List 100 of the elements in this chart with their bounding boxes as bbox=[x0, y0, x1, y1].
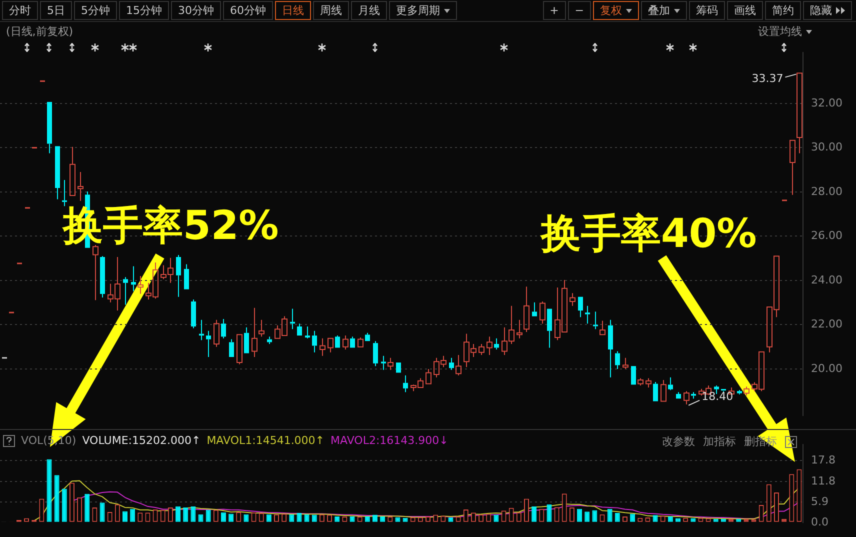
y-tick-label: 32.00 bbox=[811, 96, 842, 110]
text: VOLUME:15202.000↑ bbox=[82, 434, 201, 447]
annotation: 加指标 bbox=[703, 434, 736, 449]
candlestick bbox=[532, 302, 537, 316]
bar bbox=[100, 502, 105, 522]
candlestick bbox=[206, 330, 211, 358]
candlestick bbox=[615, 350, 620, 370]
bar bbox=[62, 488, 67, 522]
text: 隐藏 bbox=[803, 1, 852, 20]
candlestick bbox=[297, 323, 302, 336]
bar bbox=[296, 513, 302, 522]
bar bbox=[84, 494, 90, 522]
bar bbox=[46, 459, 52, 522]
bar bbox=[54, 475, 60, 522]
candlestick bbox=[100, 256, 105, 298]
text: 30分钟 bbox=[171, 1, 221, 20]
y-tick-label: 5.9 bbox=[811, 494, 828, 508]
candlestick bbox=[456, 354, 462, 376]
candlestick bbox=[396, 362, 401, 373]
annotation: 18.40 bbox=[702, 390, 734, 404]
candlestick bbox=[70, 146, 76, 196]
candlestick bbox=[593, 311, 598, 330]
candlestick bbox=[62, 180, 67, 207]
candlestick bbox=[622, 357, 628, 370]
y-tick-label: 24.00 bbox=[811, 273, 842, 286]
y-tick-label: 28.00 bbox=[811, 184, 842, 198]
bar bbox=[190, 506, 196, 522]
candlestick bbox=[631, 366, 636, 385]
candlestick bbox=[184, 264, 189, 290]
text: 5分钟 bbox=[74, 1, 117, 20]
bar bbox=[176, 506, 181, 522]
candlestick bbox=[373, 340, 378, 367]
bar bbox=[130, 508, 136, 522]
bar bbox=[584, 512, 590, 522]
candlestick bbox=[600, 320, 606, 336]
text: MAVOL2:16143.900↓ bbox=[330, 434, 448, 447]
candlestick bbox=[335, 335, 340, 348]
text: 简约 bbox=[765, 1, 801, 20]
candlestick bbox=[578, 296, 583, 318]
text: 更多周期 bbox=[389, 1, 457, 20]
candlestick bbox=[668, 376, 673, 391]
text: 日线 bbox=[275, 1, 311, 20]
candlestick bbox=[328, 338, 334, 353]
text: 筹码 bbox=[689, 1, 725, 20]
candlestick bbox=[676, 392, 681, 399]
bar bbox=[614, 513, 620, 522]
candlestick bbox=[320, 338, 326, 356]
text: 叠加 bbox=[641, 1, 687, 20]
annotation: 删指标 bbox=[744, 434, 777, 449]
text: MAVOL1:14541.000↑ bbox=[206, 434, 325, 447]
y-tick-label: 26.00 bbox=[811, 229, 842, 242]
candlestick bbox=[486, 336, 492, 356]
candlestick bbox=[305, 326, 310, 339]
candlestick bbox=[796, 72, 802, 154]
candlestick bbox=[92, 244, 98, 301]
annotation: 改参数 bbox=[662, 434, 695, 449]
candlestick bbox=[123, 276, 128, 306]
candlestick bbox=[585, 305, 590, 324]
bar bbox=[183, 507, 188, 522]
text: 周线 bbox=[313, 1, 349, 20]
candlestick bbox=[403, 374, 408, 393]
candlestick bbox=[653, 381, 658, 402]
bar bbox=[577, 508, 582, 522]
y-tick-label: 30.00 bbox=[811, 140, 842, 154]
candlestick bbox=[47, 102, 52, 154]
candlestick bbox=[258, 319, 264, 338]
text: 设置均线 bbox=[758, 24, 803, 39]
candlestick bbox=[221, 318, 226, 339]
candlestick bbox=[608, 319, 613, 378]
candlestick bbox=[547, 308, 552, 348]
chart-title: (日线,前复权) bbox=[6, 24, 74, 39]
text: 5日 bbox=[40, 1, 72, 20]
y-tick-label: 20.00 bbox=[811, 362, 842, 375]
bar bbox=[220, 512, 226, 522]
candlestick bbox=[449, 357, 454, 370]
candlestick bbox=[516, 319, 522, 339]
candlestick bbox=[252, 307, 258, 358]
annotation: 换手率40% bbox=[541, 210, 757, 259]
candlestick bbox=[78, 172, 84, 202]
y-tick-label: 22.00 bbox=[811, 318, 842, 331]
text: 复权 bbox=[593, 1, 639, 20]
bar bbox=[607, 508, 612, 522]
text: + bbox=[542, 1, 566, 20]
bar bbox=[532, 506, 537, 522]
candlestick bbox=[524, 286, 530, 332]
candlestick bbox=[138, 276, 144, 294]
candlestick bbox=[494, 338, 499, 350]
text: 15分钟 bbox=[119, 1, 169, 20]
text: 60分钟 bbox=[223, 1, 273, 20]
candlestick bbox=[244, 326, 249, 354]
text: 月线 bbox=[351, 1, 387, 20]
text: − bbox=[568, 1, 591, 20]
y-tick-label: 17.8 bbox=[811, 453, 836, 466]
candlestick bbox=[131, 266, 136, 292]
candlestick bbox=[570, 292, 576, 306]
annotation: 33.37 bbox=[752, 72, 784, 86]
y-tick-label: 11.8 bbox=[811, 474, 836, 488]
candlestick bbox=[55, 146, 60, 200]
candlestick bbox=[381, 355, 386, 370]
candlestick bbox=[176, 254, 181, 298]
